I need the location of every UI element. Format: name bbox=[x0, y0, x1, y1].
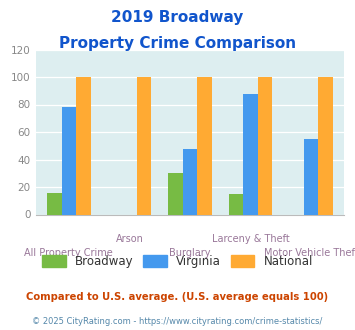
Text: Property Crime Comparison: Property Crime Comparison bbox=[59, 36, 296, 51]
Text: Motor Vehicle Theft: Motor Vehicle Theft bbox=[264, 248, 355, 258]
Bar bbox=[318, 77, 333, 214]
Text: Compared to U.S. average. (U.S. average equals 100): Compared to U.S. average. (U.S. average … bbox=[26, 292, 329, 302]
Bar bbox=[61, 107, 76, 214]
Bar bbox=[304, 139, 318, 214]
Text: Arson: Arson bbox=[115, 234, 143, 244]
Bar bbox=[183, 148, 197, 214]
Bar bbox=[229, 194, 243, 214]
Text: 2019 Broadway: 2019 Broadway bbox=[111, 10, 244, 25]
Legend: Broadway, Virginia, National: Broadway, Virginia, National bbox=[42, 255, 313, 268]
Bar bbox=[197, 77, 212, 214]
Bar bbox=[168, 173, 183, 214]
Bar bbox=[47, 192, 61, 214]
Text: © 2025 CityRating.com - https://www.cityrating.com/crime-statistics/: © 2025 CityRating.com - https://www.city… bbox=[32, 317, 323, 326]
Text: Larceny & Theft: Larceny & Theft bbox=[212, 234, 289, 244]
Bar bbox=[137, 77, 151, 214]
Bar bbox=[76, 77, 91, 214]
Text: All Property Crime: All Property Crime bbox=[24, 248, 113, 258]
Text: Burglary: Burglary bbox=[169, 248, 211, 258]
Bar bbox=[243, 93, 258, 214]
Bar bbox=[258, 77, 272, 214]
